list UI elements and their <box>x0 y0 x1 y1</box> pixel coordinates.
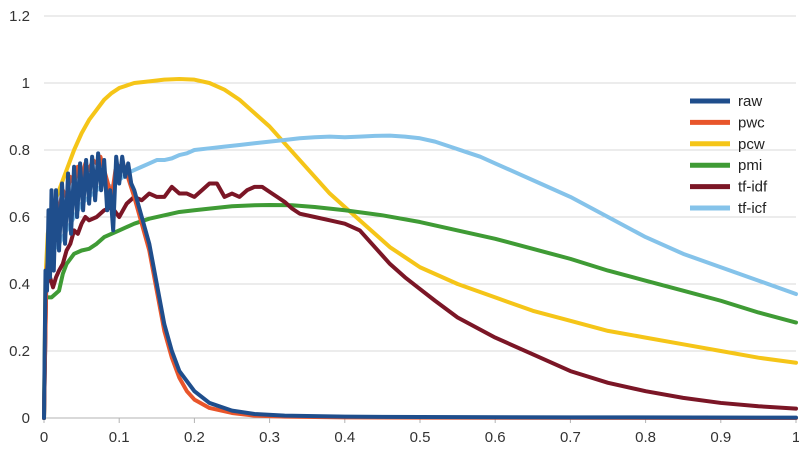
gridlines <box>44 15 796 352</box>
x-tick-label: 0.9 <box>710 429 731 446</box>
x-tick-label: 0.8 <box>635 429 656 446</box>
y-tick-label: 1.2 <box>9 8 30 25</box>
x-tick-label: 1 <box>792 429 799 446</box>
y-axis-tick-labels: 0 0.2 0.4 0.6 0.8 1 1.2 <box>9 8 30 427</box>
series-line-pcw <box>42 76 798 420</box>
series-lines <box>42 76 798 420</box>
y-tick-label: 0.6 <box>9 209 30 226</box>
y-tick-label: 0.4 <box>9 276 30 293</box>
legend: raw pwc pcw pmi tf-idf tf-icf <box>690 93 768 217</box>
y-tick-label: 0 <box>22 410 30 427</box>
legend-label-tf-icf: tf-icf <box>738 200 767 217</box>
x-tick-label: 0.3 <box>259 429 280 446</box>
legend-label-tf-idf: tf-idf <box>738 179 768 196</box>
x-tick-label: 0.1 <box>109 429 130 446</box>
x-axis-tick-labels: 0 0.1 0.2 0.3 0.4 0.5 0.6 0.7 0.8 0.9 1 <box>40 429 799 446</box>
x-tick-label: 0 <box>40 429 48 446</box>
y-tick-label: 1 <box>22 75 30 92</box>
legend-label-raw: raw <box>738 93 762 110</box>
x-tick-label: 0.2 <box>184 429 205 446</box>
y-tick-label: 0.8 <box>9 142 30 159</box>
legend-label-pmi: pmi <box>738 157 762 174</box>
x-tick-label: 0.4 <box>334 429 355 446</box>
series-line-pmi <box>42 202 798 420</box>
x-tick-label: 0.5 <box>410 429 431 446</box>
legend-label-pcw: pcw <box>738 136 765 153</box>
legend-label-pwc: pwc <box>738 114 765 131</box>
y-tick-label: 0.2 <box>9 343 30 360</box>
x-tick-label: 0.6 <box>485 429 506 446</box>
series-line-tf-idf <box>42 181 798 420</box>
series-line-raw <box>42 151 798 420</box>
x-tick-label: 0.7 <box>560 429 581 446</box>
